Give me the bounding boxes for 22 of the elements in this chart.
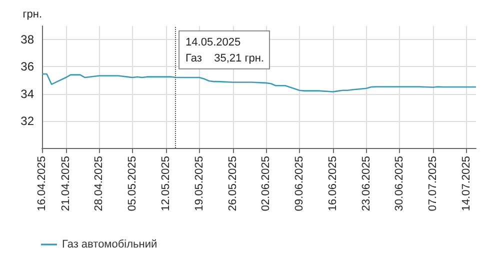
x-tick-label: 09.06.2025 [294,156,306,212]
annotation: 14.05.2025 Газ 35,21 грн. [186,36,264,64]
x-tick-label: 07.07.2025 [427,156,440,212]
x-tick-label: 02.06.2025 [260,156,272,212]
x-tick-label: 12.05.2025 [160,156,172,212]
x-tick-label: 30.06.2025 [394,156,406,212]
x-tick-label: 16.06.2025 [326,156,339,212]
x-tick-label: 21.04.2025 [60,156,72,212]
x-tick-label: 23.06.2025 [360,156,372,212]
x-tick-label: 05.05.2025 [126,156,139,212]
x-tick-label: 16.04.2025 [36,156,48,212]
x-tick-label: 19.05.2025 [193,156,206,212]
legend-label: Газ автомобільний [62,238,158,250]
x-tick-label: 28.04.2025 [93,156,106,212]
y-axis-title: грн. [22,8,42,20]
x-tick-label: 14.07.2025 [460,156,472,212]
x-tick-label: 26.05.2025 [226,156,239,212]
y-tick-label: 32 [20,114,34,128]
y-tick-label: 38 [20,32,34,47]
line-series [41,73,477,92]
y-tick-label: 34 [20,86,34,101]
y-tick-label: 36 [20,60,34,74]
